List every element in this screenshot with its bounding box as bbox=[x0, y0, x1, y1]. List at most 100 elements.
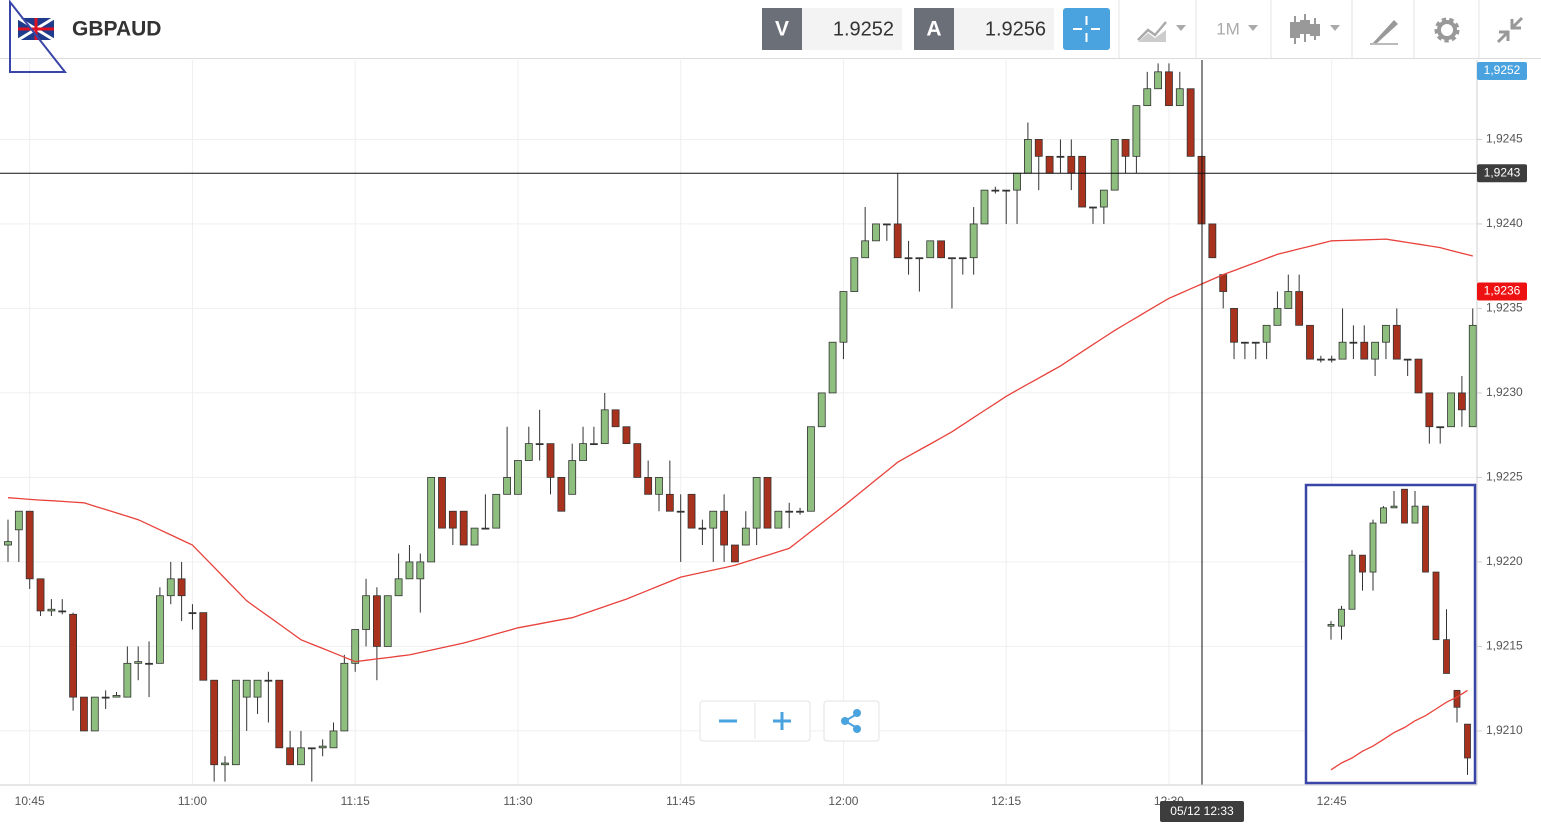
candle-body bbox=[470, 527, 479, 546]
draw-button[interactable] bbox=[1370, 20, 1398, 45]
sell-label-bg bbox=[762, 8, 802, 50]
candle-body bbox=[969, 223, 978, 259]
candle-body bbox=[882, 223, 891, 226]
candle-body bbox=[1186, 88, 1195, 157]
crosshair-time-bg bbox=[1160, 801, 1244, 822]
candle-body bbox=[1099, 189, 1108, 208]
candle-body bbox=[1436, 426, 1445, 429]
candle-body bbox=[1447, 392, 1455, 428]
share-node bbox=[841, 717, 849, 725]
selection-outline bbox=[9, 0, 68, 73]
candle-body bbox=[242, 679, 251, 698]
y-tick-label: 1,9235 bbox=[1486, 301, 1523, 315]
x-tick-label: 12:45 bbox=[1317, 794, 1347, 808]
candle-body bbox=[948, 257, 956, 260]
candle-body bbox=[1458, 392, 1466, 411]
candle-body bbox=[904, 257, 913, 260]
candle-icon-body bbox=[1290, 22, 1300, 38]
line-icon bbox=[1137, 21, 1167, 41]
dropdown-caret bbox=[1176, 25, 1186, 31]
plot-area bbox=[0, 60, 1477, 785]
candle-body bbox=[1219, 274, 1228, 292]
x-tick-label: 11:30 bbox=[503, 794, 532, 808]
candle-body bbox=[1034, 139, 1043, 157]
candle-body bbox=[25, 510, 34, 580]
candle-body bbox=[318, 745, 327, 749]
candle-body bbox=[698, 527, 707, 530]
candle-body bbox=[231, 679, 240, 766]
y-tick-label: 1,9240 bbox=[1486, 216, 1523, 230]
last-price-tag: 1,9252 bbox=[1484, 63, 1521, 77]
candle-body bbox=[188, 612, 197, 615]
candle-body bbox=[579, 443, 587, 461]
crosshair-button[interactable] bbox=[1063, 8, 1110, 50]
candle-body bbox=[416, 561, 425, 580]
candle-body bbox=[166, 578, 175, 597]
candle-body bbox=[90, 696, 99, 732]
candle-body bbox=[297, 747, 305, 766]
sell-price: 1.9252 bbox=[833, 18, 894, 40]
candle-body bbox=[58, 610, 67, 613]
candle-body bbox=[394, 578, 403, 597]
candle-body bbox=[655, 477, 663, 495]
collapse-button[interactable] bbox=[1496, 16, 1524, 44]
candle-body bbox=[1024, 139, 1032, 174]
candle-body bbox=[958, 257, 967, 260]
candle-body bbox=[1403, 358, 1412, 361]
share-node bbox=[853, 709, 861, 717]
inset-preview bbox=[1304, 483, 1477, 785]
toolbar-separators bbox=[1118, 0, 1480, 58]
candle-type-button[interactable] bbox=[1290, 14, 1340, 44]
candle-body bbox=[4, 541, 12, 546]
buy-box[interactable]: A 1.9256 bbox=[914, 8, 1054, 50]
chart-type-button[interactable] bbox=[1137, 21, 1186, 42]
candle-body bbox=[991, 189, 1000, 192]
candle-body bbox=[644, 477, 653, 495]
x-tick-label: 11:15 bbox=[341, 794, 370, 808]
candle-body bbox=[1175, 88, 1184, 107]
candle-body bbox=[817, 392, 826, 428]
settings-button[interactable] bbox=[1434, 17, 1460, 43]
share-button[interactable] bbox=[841, 709, 861, 733]
candle-body bbox=[524, 443, 533, 461]
candle-body bbox=[828, 341, 837, 394]
candle-body bbox=[1327, 358, 1336, 361]
candle-body bbox=[1425, 392, 1434, 428]
timeframe-button[interactable]: 1M bbox=[1216, 19, 1258, 38]
candle-body bbox=[796, 510, 804, 513]
buy-price-bg bbox=[954, 8, 1054, 50]
sell-box[interactable]: V 1.9252 bbox=[762, 8, 902, 50]
candle-body bbox=[123, 662, 132, 698]
x-tick-label: 12:15 bbox=[991, 794, 1021, 808]
candle-body bbox=[665, 493, 674, 512]
candle-body bbox=[264, 679, 273, 682]
candle-body bbox=[1208, 223, 1217, 259]
candle-body bbox=[1316, 358, 1325, 361]
buy-price: 1.9256 bbox=[985, 18, 1046, 40]
candle-body bbox=[1468, 324, 1477, 428]
timeframe: 1M bbox=[1216, 19, 1240, 38]
candle-body bbox=[514, 460, 522, 495]
candle-body bbox=[1110, 139, 1119, 191]
zoom-controls bbox=[699, 700, 880, 742]
candle-body bbox=[1338, 341, 1347, 360]
y-tick-label: 1,9225 bbox=[1486, 470, 1523, 484]
y-tick-label: 1,9215 bbox=[1486, 639, 1523, 653]
zoom-in-button[interactable] bbox=[773, 712, 791, 730]
candle-body bbox=[427, 477, 436, 563]
candle-body bbox=[1432, 571, 1440, 641]
area-icon bbox=[1138, 30, 1166, 42]
candle-body bbox=[405, 561, 414, 580]
candle-body bbox=[286, 747, 295, 766]
flag-icon bbox=[9, 0, 68, 73]
x-tick-label: 12:00 bbox=[828, 794, 858, 808]
candle-body bbox=[1056, 155, 1065, 158]
candle-body bbox=[568, 460, 577, 495]
candle-body bbox=[1422, 505, 1429, 573]
candle-body bbox=[210, 679, 219, 766]
sell-price-bg bbox=[802, 8, 902, 50]
candle-body bbox=[340, 662, 349, 732]
candle-body bbox=[535, 443, 544, 446]
candle-body bbox=[1390, 505, 1398, 509]
